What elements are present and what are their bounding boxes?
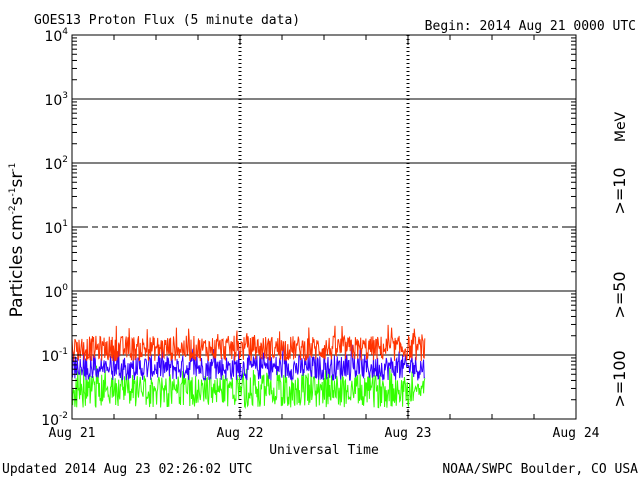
x-tick-label: Aug 21 [49, 426, 96, 441]
legend-entry: >=100 [610, 350, 629, 407]
y-tick-labels: 10-2 10-1 100 101 102 103 104 [41, 27, 68, 429]
y-axis-label: Particles cm-2s-1sr-1 [7, 163, 27, 318]
axis-ticks [71, 34, 577, 420]
y-tick-label: 101 [44, 219, 68, 237]
series-line [71, 365, 426, 409]
series-lines [71, 324, 426, 409]
y-tick-label: 100 [44, 283, 68, 301]
updated-timestamp: Updated 2014 Aug 23 02:26:02 UTC [2, 462, 252, 477]
y-tick-label: 103 [44, 91, 68, 109]
credit-label: NOAA/SWPC Boulder, CO USA [442, 462, 638, 477]
legend-entry: >=50 [610, 271, 629, 318]
y-tick-label: 104 [44, 27, 68, 45]
x-tick-label: Aug 23 [385, 426, 432, 441]
x-tick-label: Aug 24 [553, 426, 600, 441]
gridlines [72, 98, 576, 356]
begin-label: Begin: 2014 Aug 21 0000 UTC [425, 19, 636, 34]
legend-unit: MeV [613, 111, 629, 142]
chart-title: GOES13 Proton Flux (5 minute data) [34, 13, 300, 28]
series-line [71, 324, 426, 362]
legend: MeV >=10 >=50 >=100 [610, 111, 629, 407]
y-tick-label: 102 [44, 155, 68, 173]
series-line [71, 342, 426, 381]
y-tick-label: 10-2 [41, 411, 68, 429]
legend-entry: >=10 [610, 167, 629, 214]
y-tick-label: 10-1 [41, 347, 68, 365]
x-tick-labels: Aug 21 Aug 22 Aug 23 Aug 24 [49, 426, 600, 441]
x-tick-label: Aug 22 [217, 426, 264, 441]
x-axis-label: Universal Time [269, 443, 379, 458]
